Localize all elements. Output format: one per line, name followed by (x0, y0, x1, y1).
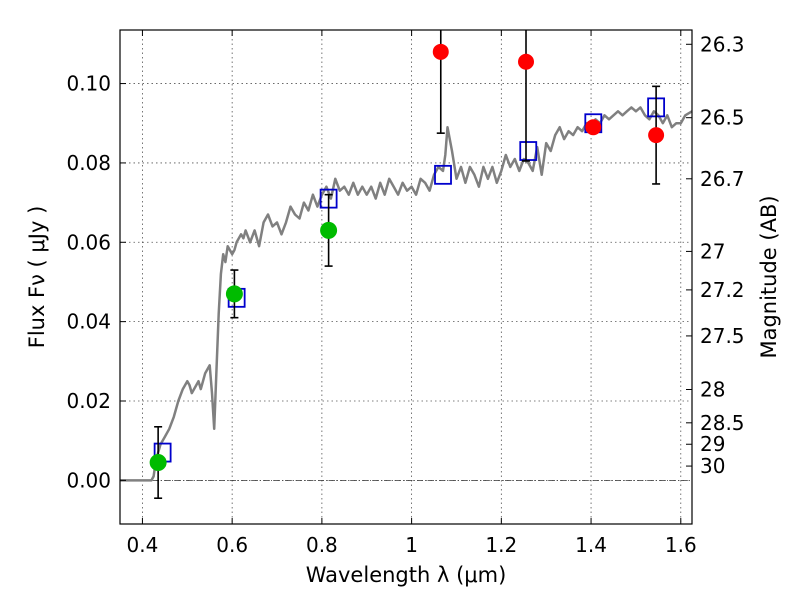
data-points (149, 30, 666, 500)
x-tick-label: 0.6 (216, 533, 248, 557)
y-tick-label: 0.10 (66, 72, 111, 96)
x-tick-label: 1.6 (665, 533, 697, 557)
y-tick-label: 0.08 (66, 151, 111, 175)
x-tick-label: 0.8 (306, 533, 338, 557)
x-tick-label: 1 (405, 533, 418, 557)
model-spectrum-line (120, 106, 693, 482)
y-tick-label: 0.00 (66, 468, 111, 492)
x-axis-label: Wavelength λ (μm) (306, 563, 507, 587)
x-tick-label: 0.4 (127, 533, 159, 557)
y-tick-label: 0.04 (66, 310, 111, 334)
right-tick-label: 27 (700, 239, 725, 263)
grid-lines (120, 30, 692, 524)
green-data-point (149, 453, 167, 471)
green-data-point (320, 221, 338, 239)
right-tick-label: 27.2 (700, 278, 745, 302)
model-photometry-square (519, 141, 538, 161)
red-data-point (432, 43, 449, 60)
plot-frame (119, 29, 693, 525)
green-data-point (225, 285, 243, 303)
right-tick-label: 26.7 (700, 167, 745, 191)
red-data-point (585, 119, 602, 136)
red-data-point (518, 53, 535, 70)
right-tick-label: 28 (700, 377, 725, 401)
right-tick-label: 29 (700, 432, 725, 456)
right-tick-label: 28.5 (700, 411, 745, 435)
x-tick-label: 1.2 (485, 533, 517, 557)
right-tick-label: 26.3 (700, 32, 745, 56)
y-tick-label: 0.06 (66, 230, 111, 254)
right-tick-label: 30 (700, 454, 725, 478)
y-tick-label: 0.02 (66, 389, 111, 413)
model-photometry-square (434, 164, 452, 185)
y-axis-label: Flux Fν ( μJy ) (25, 206, 49, 349)
x-tick-label: 1.4 (575, 533, 607, 557)
right-tick-label: 26.5 (700, 106, 745, 130)
right-y-axis-label: Magnitude (AB) (757, 195, 781, 358)
red-data-point (648, 127, 665, 144)
axis-ticks: 0.4 0.6 0.8 1 1.2 1.4 1.6 0.00 0.02 0.04 0.06 0.08 0… (66, 30, 745, 557)
right-tick-label: 27.5 (700, 324, 745, 348)
